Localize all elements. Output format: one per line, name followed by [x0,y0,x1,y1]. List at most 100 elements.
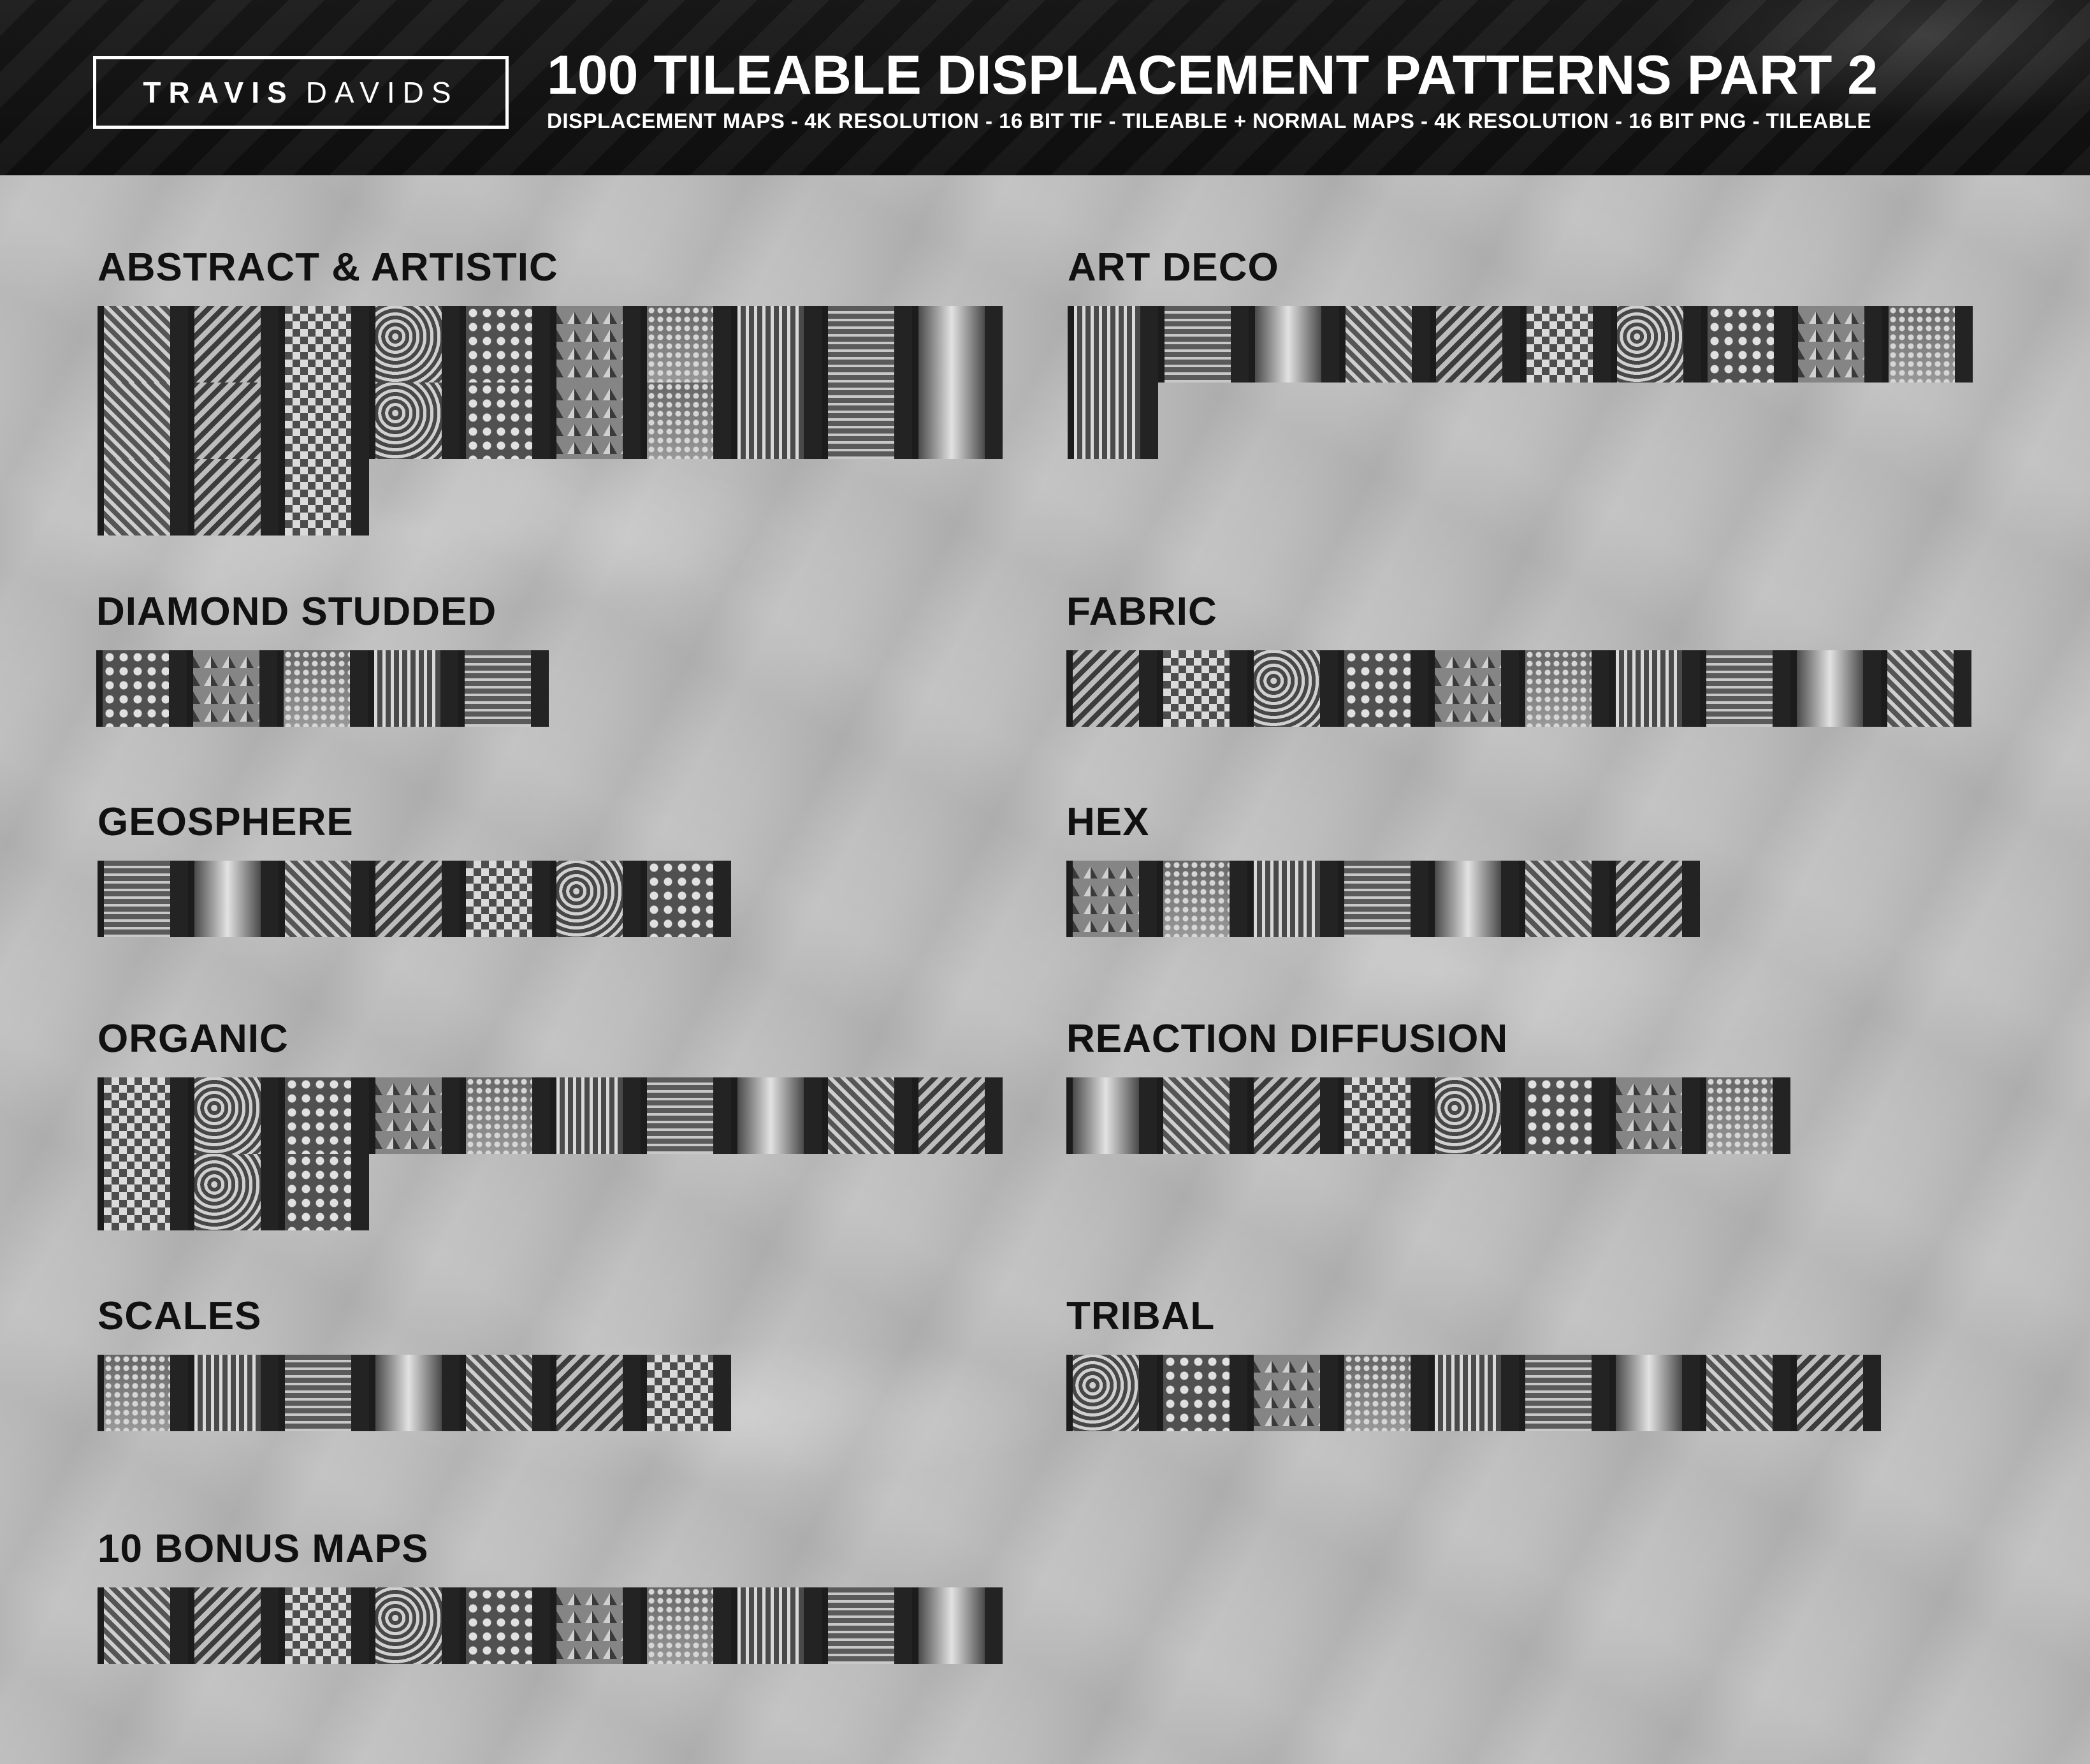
pattern-thumbnail [1157,650,1247,727]
pattern-thumbnail [1338,650,1428,727]
pattern-thumbnail [279,1587,369,1664]
pattern-thumbnail [188,383,279,459]
pattern-thumbnail [188,306,279,383]
section-scales: SCALES [98,1294,731,1431]
pattern-thumbnail [279,383,369,459]
pattern-thumbnail [369,861,460,937]
pattern-thumbnail [1609,650,1700,727]
pattern-thumbnail [550,306,641,383]
pattern-thumbnail [1157,861,1247,937]
pattern-thumbnail [912,1077,1003,1154]
section-title: HEX [1066,800,1150,844]
tile-grid [1066,1077,1973,1154]
pattern-thumbnail [96,650,187,727]
section-art-deco: ART DECO [1068,245,1973,459]
pattern-thumbnail [641,861,731,937]
pattern-thumbnail [1792,306,1882,383]
pattern-thumbnail [1068,306,1158,383]
pattern-thumbnail [1247,861,1338,937]
section-title: ABSTRACT & ARTISTIC [98,245,558,289]
pattern-thumbnail [460,383,550,459]
pattern-thumbnail [641,1587,731,1664]
pattern-thumbnail [1338,1077,1428,1154]
pattern-thumbnail [912,383,1003,459]
pattern-thumbnail [1428,1077,1519,1154]
pattern-thumbnail [369,1587,460,1664]
pattern-thumbnail [1158,306,1249,383]
tile-grid [98,861,1004,937]
tile-grid [98,306,1004,536]
pattern-thumbnail [1881,650,1971,727]
pattern-thumbnail [98,459,188,536]
pattern-thumbnail [460,1077,550,1154]
pattern-thumbnail [188,1154,279,1230]
pattern-thumbnail [1338,1355,1428,1431]
pattern-thumbnail [277,650,368,727]
pattern-thumbnail [1339,306,1430,383]
section-reaction-diffusion: REACTION DIFFUSION [1066,1017,1790,1154]
pattern-thumbnail [279,861,369,937]
tile-grid [1068,306,1974,459]
pattern-thumbnail [1609,1077,1700,1154]
pattern-thumbnail [279,459,369,536]
pattern-thumbnail [279,1355,369,1431]
section-bonus-maps: 10 BONUS MAPS [98,1527,1003,1664]
pattern-thumbnail [822,383,912,459]
pattern-thumbnail [279,1154,369,1230]
pattern-thumbnail [1428,1355,1519,1431]
tile-grid [98,1355,1004,1431]
pattern-thumbnail [188,1077,279,1154]
section-fabric: FABRIC [1066,590,1971,727]
pattern-thumbnail [1519,1355,1609,1431]
tile-grid [1066,861,1973,937]
section-tribal: TRIBAL [1066,1294,1881,1431]
pattern-thumbnail [188,459,279,536]
brand-last-name: DAVIDS [305,76,459,109]
pattern-thumbnail [368,650,458,727]
pattern-thumbnail [98,1154,188,1230]
pattern-thumbnail [1609,1355,1700,1431]
section-organic: ORGANIC [98,1017,1003,1230]
pattern-thumbnail [912,306,1003,383]
section-title: FABRIC [1066,590,1217,634]
section-title: ART DECO [1068,245,1279,289]
pattern-thumbnail [1611,306,1701,383]
pattern-thumbnail [188,1587,279,1664]
pattern-thumbnail [1430,306,1520,383]
pattern-thumbnail [1068,383,1158,459]
pattern-thumbnail [460,306,550,383]
section-hex: HEX [1066,800,1700,937]
pattern-thumbnail [98,1587,188,1664]
pattern-thumbnail [369,1355,460,1431]
pattern-thumbnail [822,1077,912,1154]
pattern-thumbnail [1609,861,1700,937]
pattern-thumbnail [1066,1077,1157,1154]
pattern-thumbnail [1428,650,1519,727]
pattern-thumbnail [369,383,460,459]
pattern-thumbnail [98,1077,188,1154]
tile-grid [98,1077,1004,1230]
pattern-thumbnail [731,1077,822,1154]
pattern-thumbnail [460,861,550,937]
pattern-thumbnail [1157,1077,1247,1154]
pattern-thumbnail [1700,1355,1790,1431]
pattern-thumbnail [98,383,188,459]
pattern-thumbnail [550,383,641,459]
tile-grid [1066,650,1973,727]
pattern-thumbnail [1882,306,1973,383]
pattern-thumbnail [188,1355,279,1431]
pattern-thumbnail [98,1355,188,1431]
pattern-thumbnail [1790,1355,1881,1431]
brand-logo-box: TRAVIS DAVIDS [93,56,509,129]
pattern-thumbnail [460,1355,550,1431]
pattern-thumbnail [731,383,822,459]
section-abstract-artistic: ABSTRACT & ARTISTIC [98,245,1003,536]
pattern-thumbnail [1519,650,1609,727]
pattern-thumbnail [641,1355,731,1431]
pattern-thumbnail [98,861,188,937]
pattern-thumbnail [98,306,188,383]
pattern-thumbnail [1700,650,1790,727]
pattern-thumbnail [369,306,460,383]
pattern-thumbnail [550,1355,641,1431]
pattern-thumbnail [369,1077,460,1154]
